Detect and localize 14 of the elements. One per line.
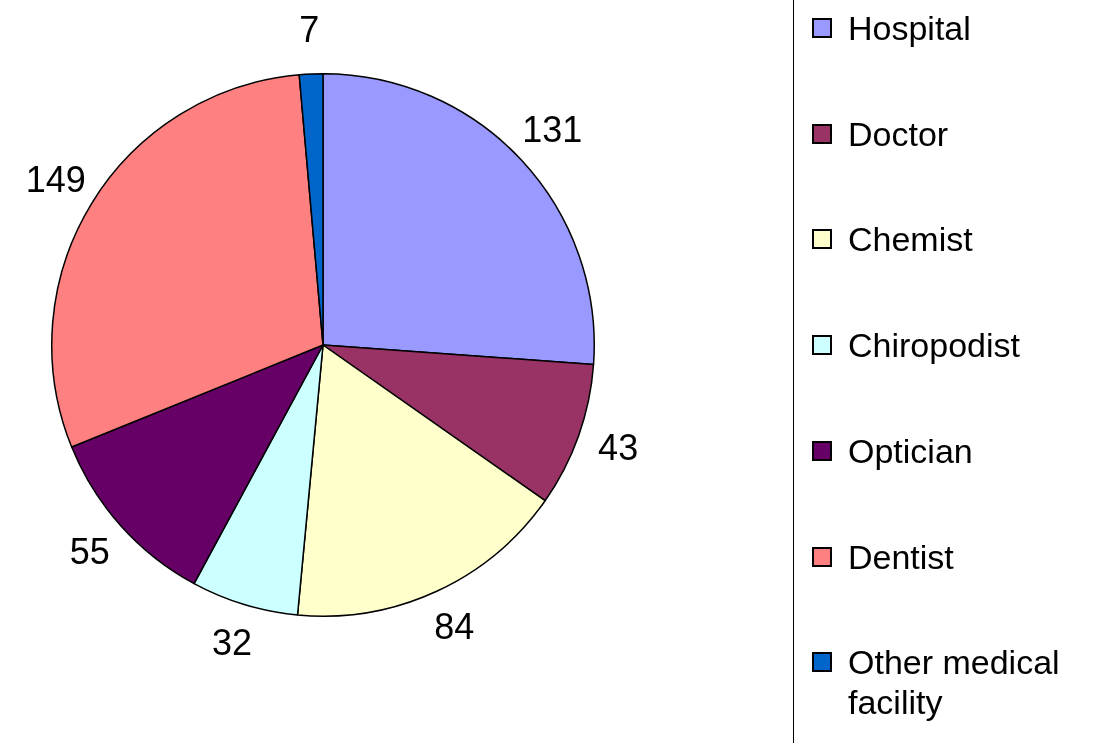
legend-label: Hospital [848,8,972,48]
legend-label: Chemist [848,219,974,260]
data-label: 84 [434,606,475,648]
legend-label: Other medical facility [848,642,1061,723]
data-label: 43 [598,426,639,468]
legend-label: Doctor [848,113,950,154]
legend-label: Dentist [848,536,955,577]
data-label: 149 [25,158,86,200]
legend-label: Optician [848,430,974,471]
data-label: 32 [211,621,253,663]
data-label: 131 [522,108,583,150]
data-label: 55 [69,530,110,572]
legend-label: Chiropodist [848,325,1021,366]
data-label: 7 [299,8,320,50]
